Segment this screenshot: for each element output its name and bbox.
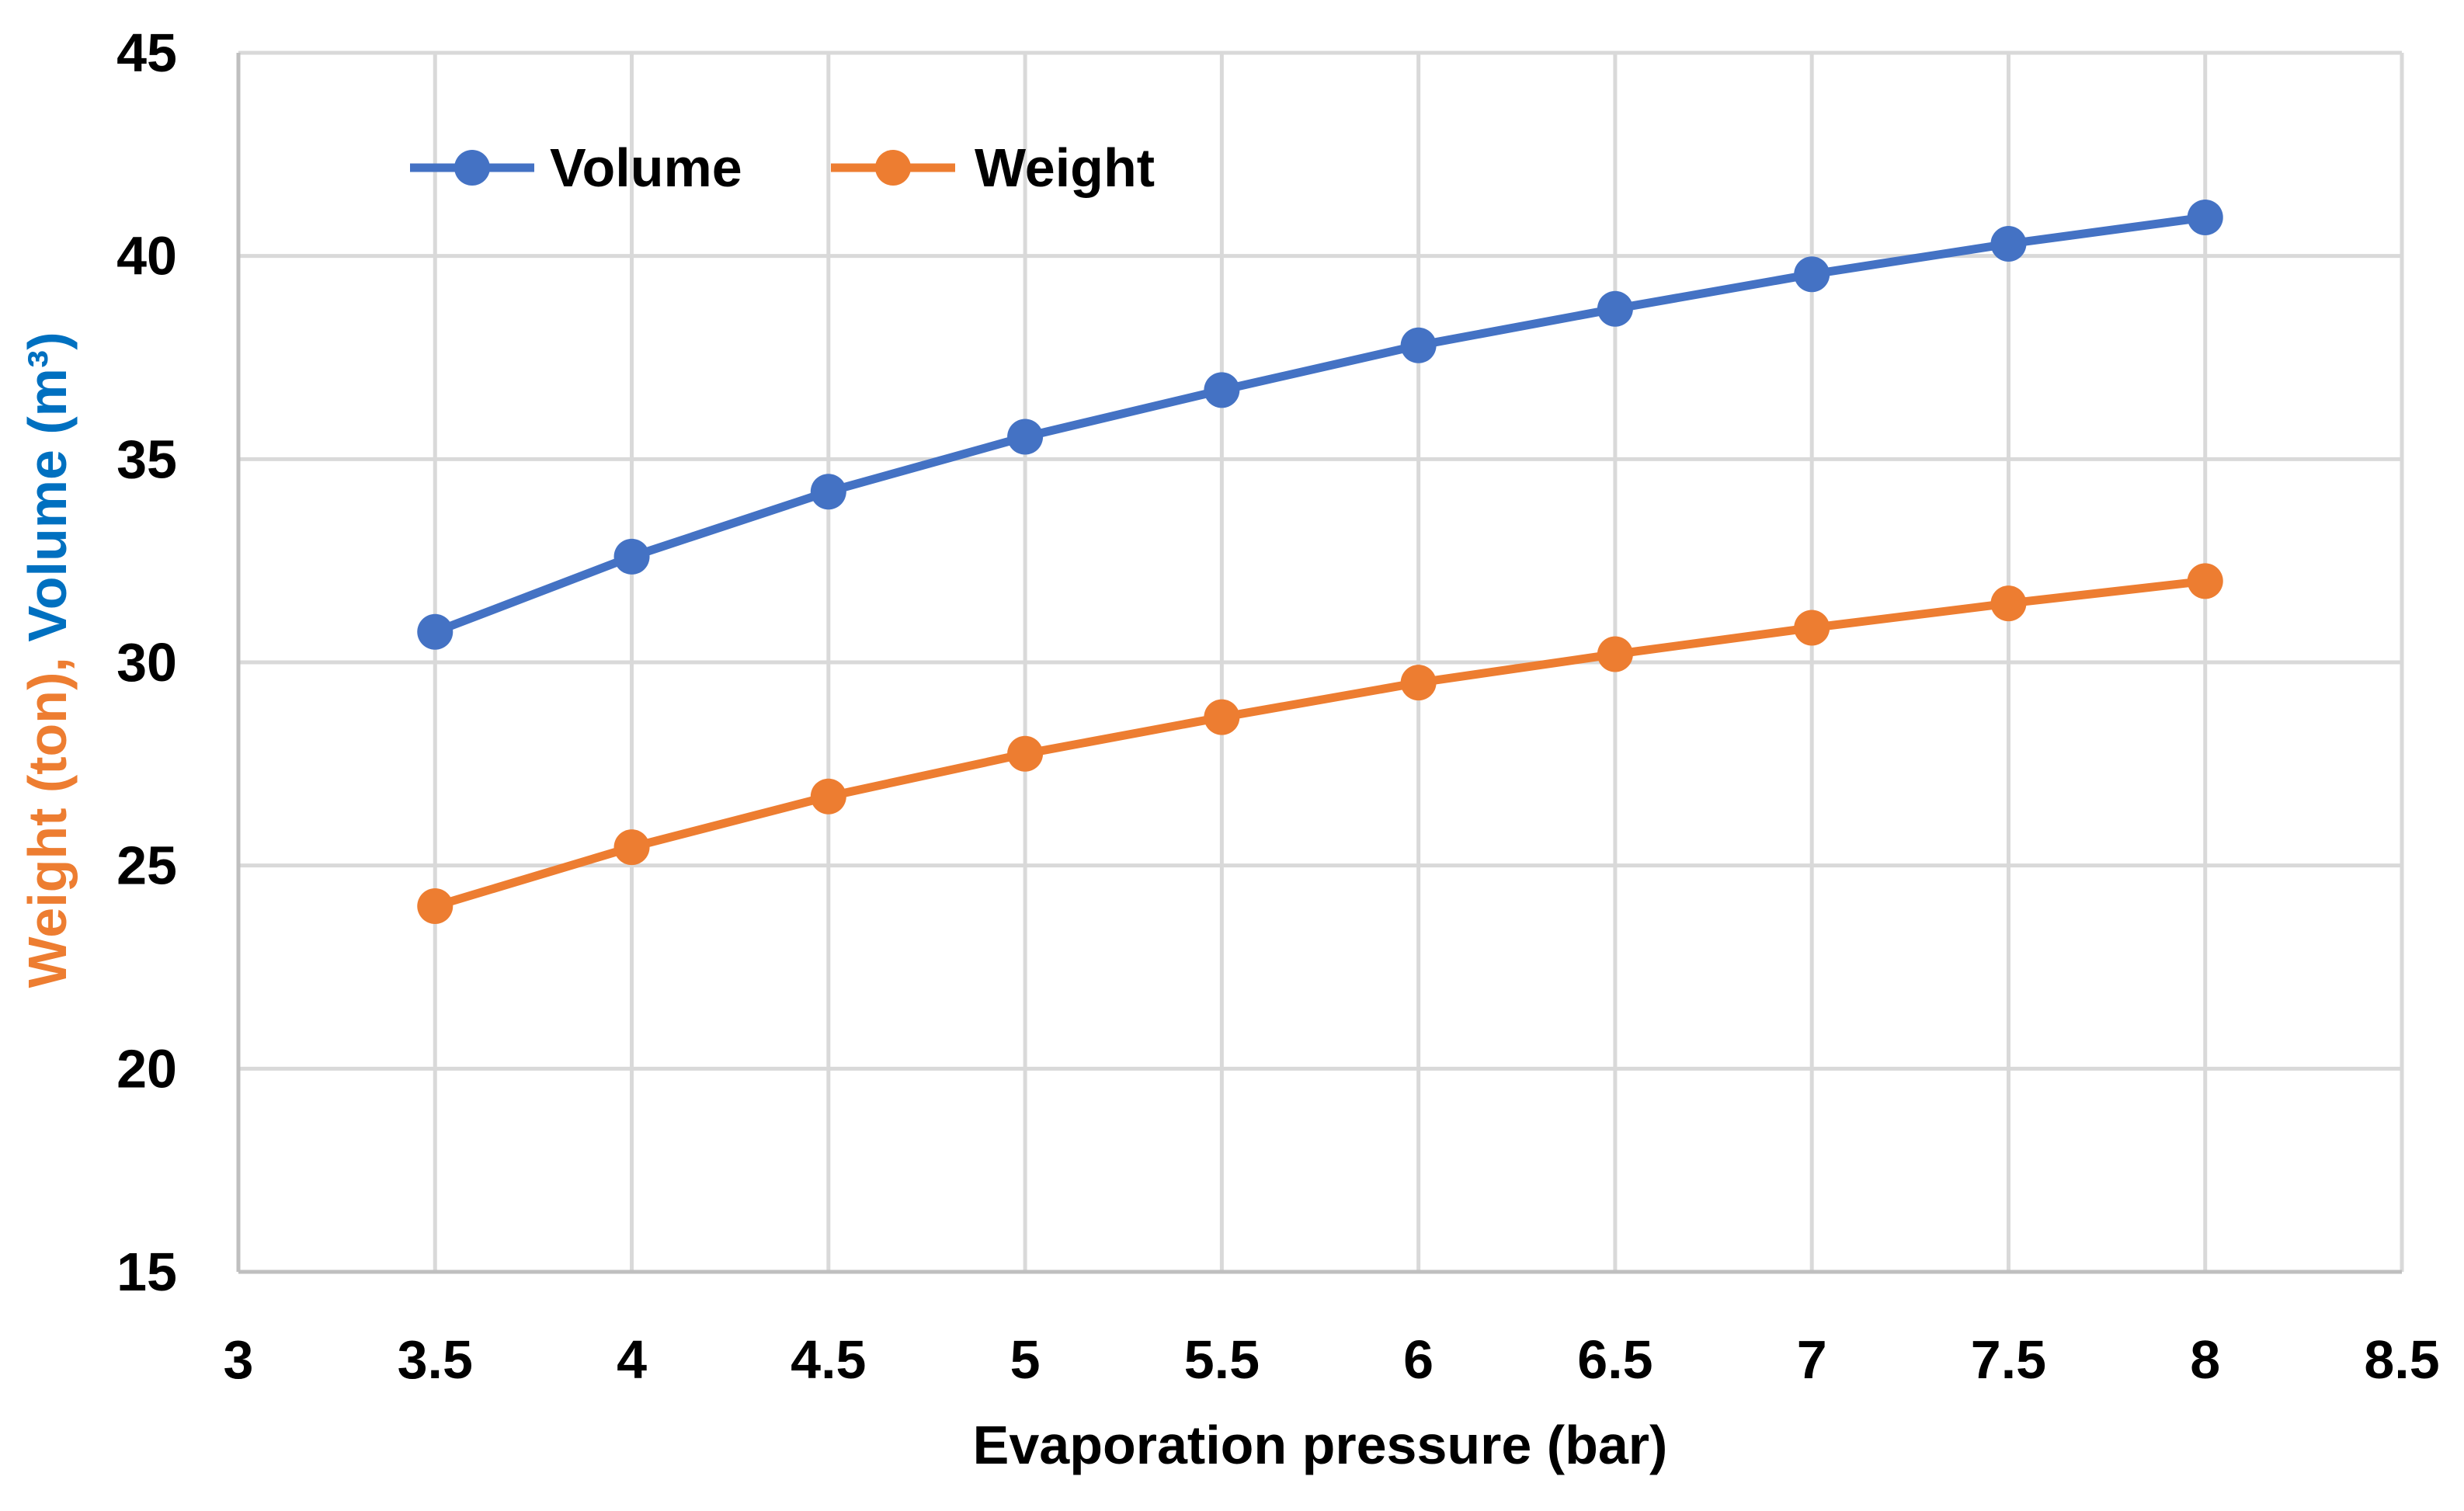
y-axis-title: Weight (ton), Volume (m³) <box>17 332 78 988</box>
x-tick-label: 5 <box>1010 1329 1041 1390</box>
legend-weight-marker <box>875 150 911 186</box>
x-tick-label: 6 <box>1403 1329 1434 1390</box>
volume-series-line <box>430 213 2210 637</box>
weight-data-point <box>1204 699 1240 735</box>
y-tick-label: 45 <box>116 23 177 83</box>
x-tick-label: 7.5 <box>1971 1329 2046 1390</box>
weight-data-point <box>2187 563 2223 599</box>
weight-data-point <box>417 888 454 924</box>
volume-data-point <box>1400 327 1437 363</box>
y-tick-label: 20 <box>116 1038 177 1099</box>
y-tick-label: 15 <box>116 1242 177 1302</box>
x-tick-label: 6.5 <box>1577 1329 1653 1390</box>
y-tick-label: 30 <box>116 632 177 693</box>
y-tick-label: 35 <box>116 429 177 489</box>
x-axis-title: Evaporation pressure (bar) <box>973 1415 1668 1475</box>
volume-data-point <box>810 474 846 510</box>
weight-data-point <box>1007 735 1044 772</box>
volume-data-point <box>1990 225 2027 262</box>
x-tick-label: 8 <box>2190 1329 2220 1390</box>
x-tick-label: 4.5 <box>791 1329 866 1390</box>
weight-data-point <box>1597 636 1633 672</box>
x-tick-label: 7 <box>1797 1329 1827 1390</box>
volume-data-point <box>417 613 454 650</box>
legend-volume-marker <box>454 150 490 186</box>
volume-data-point <box>2187 199 2223 235</box>
y-tick-label: 40 <box>116 226 177 287</box>
volume-data-point <box>1794 256 1830 293</box>
weight-data-point <box>1794 610 1830 646</box>
weight-data-point <box>810 778 846 815</box>
weight-data-point <box>1990 585 2027 622</box>
x-tick-label: 3.5 <box>398 1329 473 1390</box>
weight-data-point <box>613 829 650 866</box>
weight-series-line <box>430 576 2210 911</box>
y-axis-title-part-2: Volume (m³) <box>17 332 78 641</box>
x-tick-label: 3 <box>224 1329 254 1390</box>
volume-data-point <box>1204 372 1240 408</box>
volume-data-point <box>613 538 650 575</box>
x-tick-label: 4 <box>617 1329 647 1390</box>
volume-data-point <box>1007 419 1044 455</box>
legend: Volume Weight <box>410 137 1155 198</box>
axes: 15 20 25 30 35 40 45 3 3.5 4 4.5 5 5.5 6 6.5 7 7.5 8 8.5 <box>116 23 2440 1390</box>
y-axis-title-part-1: Weight (ton), <box>17 642 78 988</box>
volume-data-point <box>1597 290 1633 327</box>
weight-data-point <box>1400 665 1437 701</box>
x-tick-label: 5.5 <box>1184 1329 1260 1390</box>
x-tick-label: 8.5 <box>2364 1329 2439 1390</box>
series-plot-area <box>417 199 2223 924</box>
legend-weight-label: Weight <box>975 137 1155 198</box>
legend-volume-label: Volume <box>550 137 742 198</box>
y-tick-label: 25 <box>116 835 177 896</box>
